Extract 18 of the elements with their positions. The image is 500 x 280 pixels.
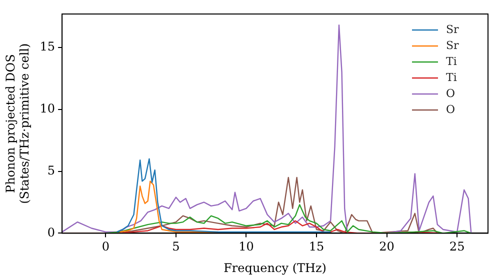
x-tick-label: 20 — [379, 240, 394, 254]
y-tick-label: 5 — [47, 163, 56, 178]
y-tick-label: 15 — [40, 40, 56, 54]
x-tick-label: 25 — [449, 240, 465, 254]
legend-label: Sr — [446, 38, 460, 52]
x-axis-title: Frequency (THz) — [224, 260, 326, 275]
y-tick-label: 0 — [47, 225, 56, 240]
x-tick-label: 5 — [172, 240, 180, 254]
x-tick-label: 10 — [238, 240, 254, 254]
x-tick-label: 15 — [308, 240, 324, 254]
legend-label: O — [446, 102, 456, 116]
legend-label: Sr — [446, 22, 460, 36]
x-tick-label: 0 — [102, 240, 110, 254]
y-tick-label: 10 — [40, 101, 56, 116]
legend-label: Ti — [446, 70, 458, 84]
y-axis-title: Phonon projected DOS (States/THz·primitive cell) — [3, 43, 32, 204]
legend-label: Ti — [446, 54, 458, 68]
legend-label: O — [446, 86, 456, 100]
